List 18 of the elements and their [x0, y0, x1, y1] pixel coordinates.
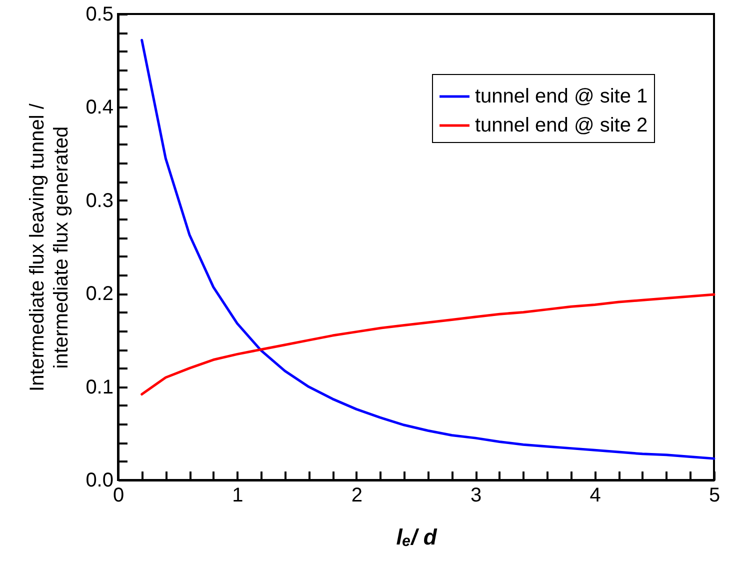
legend-label: tunnel end @ site 2	[475, 114, 648, 136]
x-tick-label: 5	[708, 484, 720, 506]
y-tick-label: 0.5	[86, 4, 114, 26]
x-tick-label: 2	[351, 484, 362, 506]
x-axis-title: lₑ/ d	[396, 524, 438, 550]
y-tick-label: 0.4	[86, 96, 114, 119]
y-tick-label: 0.1	[86, 376, 114, 398]
x-tick-label: 3	[470, 484, 482, 506]
x-tick-label: 1	[232, 484, 244, 506]
y-tick-label: 0.2	[86, 283, 114, 306]
y-tick-label: 0.0	[86, 470, 114, 492]
x-tick-label: 4	[590, 484, 601, 506]
x-tick-label: 0	[112, 484, 124, 506]
legend-label: tunnel end @ site 1	[475, 86, 648, 108]
line-series	[140, 38, 716, 460]
y-tick-label: 0.3	[86, 190, 114, 212]
line-series	[140, 293, 716, 396]
y-axis-title: Intermediate flux leaving tunnel / intermediate flux generated	[26, 103, 73, 392]
